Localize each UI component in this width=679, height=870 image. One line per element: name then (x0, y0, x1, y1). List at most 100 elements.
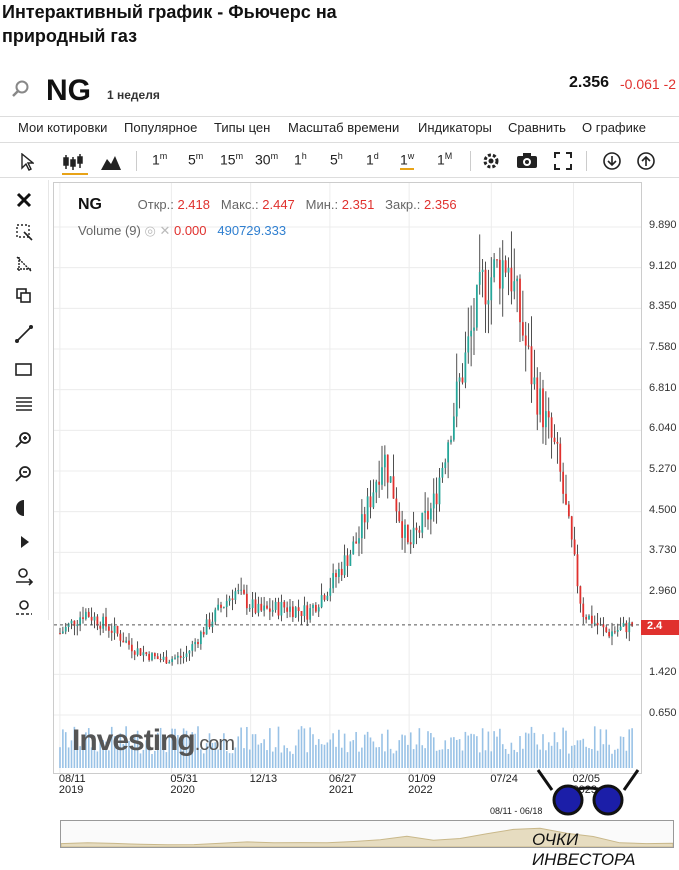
camera-icon[interactable] (516, 153, 538, 169)
candle-body (383, 454, 386, 468)
chart-grid (54, 183, 641, 773)
candle-body (162, 656, 165, 660)
area-chart-icon[interactable] (100, 153, 122, 171)
menu-about-chart[interactable]: О графике (582, 120, 646, 135)
candle-body (128, 640, 130, 645)
candle-body (105, 616, 107, 627)
volume-bar (430, 732, 432, 768)
volume-bar (363, 734, 366, 768)
candle-body (447, 442, 450, 463)
cursor-icon[interactable] (20, 153, 34, 171)
candle-body (277, 601, 280, 616)
candle-body (444, 462, 447, 468)
timeframe-1M[interactable]: 1M (437, 151, 453, 168)
candle-body (452, 416, 455, 440)
copy-icon[interactable] (14, 286, 34, 306)
menu-indicators[interactable]: Индикаторы (418, 120, 492, 135)
volume-bar (550, 745, 553, 768)
zoom-in-icon[interactable] (14, 430, 34, 450)
volume-bar (499, 728, 501, 768)
close-icon[interactable] (14, 190, 34, 210)
timeframe-1d[interactable]: 1d (366, 151, 379, 168)
timeframe-1h[interactable]: 1h (294, 151, 307, 168)
crosshair-icon[interactable] (14, 222, 34, 242)
candle-body (510, 267, 513, 292)
volume-bar (329, 739, 332, 768)
candle-body (559, 443, 562, 472)
volume-bar (533, 732, 536, 768)
timeframe-30m[interactable]: 30m (255, 151, 279, 168)
menu-popular[interactable]: Популярное (124, 120, 198, 135)
volume-bar (608, 744, 610, 768)
candle-body (619, 626, 622, 630)
eraser-icon[interactable] (14, 498, 34, 518)
magnet-icon[interactable] (14, 254, 34, 274)
candle-body (243, 589, 245, 594)
candle-body (530, 346, 533, 385)
volume-bar (182, 728, 185, 768)
measure-icon[interactable] (14, 566, 34, 586)
volume-bar (136, 730, 139, 768)
volume-settings-icon[interactable]: ◎ ✕ (144, 223, 171, 238)
y-tick-label: 9.890 (649, 219, 677, 231)
timeframe-5h[interactable]: 5h (330, 151, 343, 168)
cloud-download-icon[interactable] (602, 152, 622, 170)
volume-bar (148, 745, 150, 768)
hide-drawings-icon[interactable] (14, 598, 34, 618)
zoom-out-icon[interactable] (14, 464, 34, 484)
volume-bar (542, 734, 544, 768)
candle-body (217, 604, 220, 610)
rectangle-icon[interactable] (14, 360, 34, 380)
fibonacci-icon[interactable] (14, 394, 34, 414)
volume-bar (145, 740, 148, 768)
volume-bar (415, 744, 418, 768)
menu-price-types[interactable]: Типы цен (214, 120, 271, 135)
volume-bar (165, 752, 168, 768)
candle-body (263, 605, 266, 611)
volume-bar (352, 740, 355, 768)
timeframe-5m[interactable]: 5m (188, 151, 204, 168)
candle-body (179, 655, 182, 658)
candlestick-icon[interactable] (62, 153, 88, 175)
volume-bar (412, 749, 415, 768)
volume-bar (369, 737, 372, 768)
volume-bar (386, 729, 389, 768)
volume-bar (179, 742, 182, 768)
chart-navigator[interactable] (60, 820, 674, 848)
volume-bar (355, 731, 357, 768)
timeframe-15m[interactable]: 15m (220, 151, 244, 168)
volume-bar (536, 744, 539, 768)
menu-compare[interactable]: Сравнить (508, 120, 566, 135)
candle-body (257, 603, 260, 613)
timeframe-1m[interactable]: 1m (152, 151, 168, 168)
chart-area[interactable] (53, 182, 642, 774)
volume-bar (467, 735, 470, 768)
candle-body (303, 605, 306, 617)
search-icon[interactable] (12, 80, 30, 98)
arrow-right-icon[interactable] (14, 532, 34, 552)
gear-icon[interactable] (482, 152, 500, 170)
candle-body (622, 622, 625, 627)
volume-bar (67, 747, 70, 768)
fullscreen-icon[interactable] (554, 152, 572, 170)
candle-body (438, 477, 441, 505)
price-axis: 9.890 9.120 8.350 7.580 6.810 6.040 5.270 4.500… (641, 182, 679, 772)
candle-body (317, 607, 320, 612)
x-tick-label: 01/09 2022 (408, 773, 436, 796)
candle-body (248, 608, 251, 610)
menu-my-quotes[interactable]: Мои котировки (18, 120, 108, 135)
cloud-upload-icon[interactable] (636, 152, 656, 170)
menu-timescale[interactable]: Масштаб времени (288, 120, 400, 135)
volume-bar (139, 753, 142, 768)
volume-bar (625, 750, 628, 768)
candle-body (363, 514, 366, 523)
volume-bar (200, 749, 202, 768)
volume-bar (202, 753, 205, 768)
open-value: 2.418 (177, 197, 211, 212)
timeframe-1w[interactable]: 1w (400, 151, 415, 170)
candle-body (473, 327, 475, 331)
volume-bar (516, 752, 518, 768)
trend-line-icon[interactable] (14, 324, 34, 344)
y-tick-label: 9.120 (649, 259, 677, 272)
candle-body (340, 568, 343, 576)
